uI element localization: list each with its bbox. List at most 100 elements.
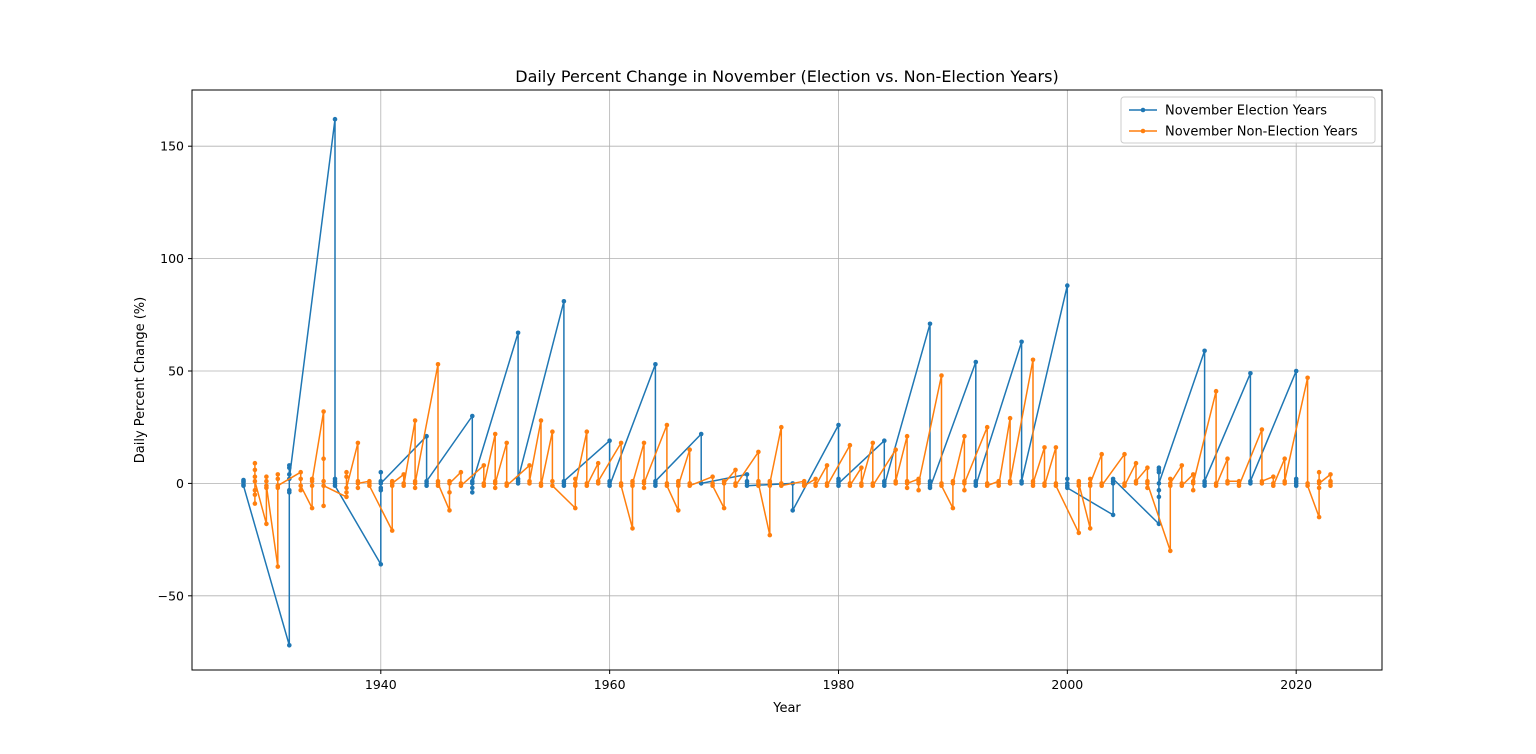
data-point [1145,481,1150,486]
data-point [573,505,578,511]
data-point [607,483,612,489]
data-point [264,521,269,527]
data-point [1190,487,1196,493]
data-point [744,483,750,489]
data-point [321,503,326,509]
data-point [733,467,738,473]
data-point [321,456,326,462]
data-point [447,508,452,513]
data-point [939,483,944,489]
series-election [241,116,1299,648]
data-point [996,483,1001,489]
data-point [344,474,349,480]
data-point [1042,483,1047,489]
data-point [859,481,864,486]
data-point [298,476,304,482]
data-point [561,299,567,304]
data-point [813,476,818,482]
data-point [1076,481,1082,486]
data-point [1019,339,1024,345]
data-point [241,480,246,485]
legend-item: November Election Years [1129,104,1327,119]
data-point [607,438,612,444]
data-point [1293,483,1299,489]
data-point [515,481,521,486]
data-point [275,472,281,477]
data-point [618,483,624,489]
data-point [252,467,258,473]
data-point [1087,526,1093,531]
data-point [779,424,784,430]
data-point [904,481,910,486]
data-point [882,478,887,484]
data-point [893,478,898,484]
data-point [1316,481,1322,486]
data-point [401,483,407,489]
data-point [962,487,967,493]
legend-label: November Election Years [1165,104,1327,119]
data-point [710,474,715,480]
data-point [1156,481,1162,486]
data-point [1316,469,1322,475]
data-point [1271,474,1276,480]
data-point [550,478,555,484]
data-point [664,483,670,489]
data-point [298,483,304,489]
data-point [733,483,738,489]
data-point [962,433,967,439]
x-tick-label: 2020 [1280,677,1312,692]
data-point [653,478,658,484]
data-point [870,483,876,489]
data-point [1259,427,1265,432]
data-point [767,532,773,538]
data-point [939,373,944,378]
data-point [389,481,395,486]
data-point [378,487,384,493]
data-point [252,487,258,493]
data-point [676,483,681,489]
data-point [287,463,292,468]
data-point [1248,478,1253,484]
data-point [275,476,281,482]
data-point [630,481,635,486]
data-point [1168,481,1173,486]
data-point [756,481,761,486]
data-point [1202,348,1207,354]
data-point [527,463,532,468]
series-non-election [252,357,1333,569]
data-point [470,481,475,486]
data-point [538,418,544,423]
data-point [721,505,727,511]
data-point [252,501,258,506]
data-point [882,483,887,489]
data-point [1293,368,1299,374]
data-point [344,494,349,500]
data-point [1225,478,1230,484]
data-point [1156,487,1162,493]
legend-label: November Non-Election Years [1165,125,1358,140]
data-point [264,483,269,489]
data-point [458,469,464,475]
data-point [1087,481,1093,486]
data-point [1099,483,1104,489]
data-point [1190,481,1196,486]
y-tick-label: 0 [176,476,184,491]
data-point [1271,483,1276,489]
data-point [447,481,452,486]
data-point [687,447,692,453]
data-point [355,481,361,486]
data-point [424,483,429,489]
data-point [1122,451,1127,457]
data-point [1328,478,1333,484]
data-point [1145,485,1150,491]
data-point [1156,467,1162,473]
data-point [584,483,590,489]
data-point [1065,485,1070,491]
data-point [687,483,692,489]
data-point [550,429,555,435]
data-point [492,431,498,437]
data-point [492,485,498,491]
data-point [435,362,441,367]
data-point [252,478,258,484]
data-point [824,463,830,468]
